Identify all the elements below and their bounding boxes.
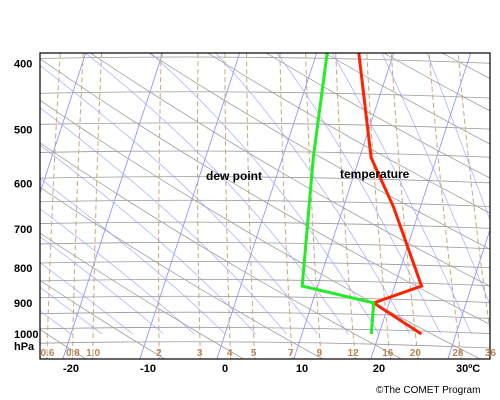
- isobar-line: [40, 176, 490, 184]
- pressure-axis: 400 500 600 700 800 900 1000: [14, 59, 38, 341]
- mixing-ratio-line: [279, 53, 293, 359]
- temperature-tick-label: 10: [296, 363, 308, 375]
- isobar-line: [40, 122, 490, 130]
- dry-adiabat-line: [89, 53, 490, 287]
- mixing-ratio-label: 9: [317, 348, 323, 359]
- mixing-ratio-labels: 0.6 0.8 1.0 2 3 4 5 7 9 12 16 20 28 36: [41, 348, 497, 359]
- moist-adiabat-line: [40, 236, 164, 335]
- isotherm-line: [62, 53, 164, 359]
- isotherm-line: [40, 53, 87, 195]
- mixing-ratio-label: 20: [410, 348, 422, 359]
- moist-adiabat-line: [40, 64, 318, 335]
- temperature-label: temperature: [340, 167, 410, 181]
- moist-adiabat-line: [276, 53, 441, 335]
- moist-adiabat-line: [40, 262, 133, 335]
- isobar-line: [40, 91, 490, 99]
- moist-adiabat-line: [40, 177, 226, 335]
- moist-adiabat-line: [40, 144, 257, 335]
- moist-adiabat-line: [40, 208, 195, 335]
- dry-adiabat-line: [40, 99, 482, 359]
- dry-adiabat-line: [206, 53, 490, 214]
- plot-background: [40, 53, 490, 359]
- dry-adiabat-line: [40, 186, 324, 359]
- temperature-tick-label: -20: [63, 363, 79, 375]
- mixing-ratio-line: [366, 53, 391, 359]
- mixing-ratio-label: 3: [197, 348, 203, 359]
- pressure-tick-label: 700: [14, 224, 32, 236]
- mixing-ratio-label: 0.8: [66, 348, 80, 359]
- temperature-axis: -20 -10 0 10 20 30ºC: [63, 363, 480, 375]
- credit-text: ©The COMET Program: [376, 385, 480, 396]
- temperature-tick-label: -10: [140, 363, 156, 375]
- diagram-grid: [0, 0, 500, 362]
- dry-adiabat-line: [40, 279, 166, 359]
- mixing-ratio-line: [457, 53, 490, 334]
- y-unit-label: hPa: [14, 341, 35, 353]
- isobar-line: [40, 242, 490, 250]
- mixing-ratio-line: [92, 53, 103, 359]
- mixing-ratio-label: 12: [348, 348, 360, 359]
- temperature-tick-label: 30ºC: [456, 363, 480, 375]
- dry-adiabat-line: [324, 53, 490, 145]
- mixing-ratio-label: 5: [251, 348, 257, 359]
- mixing-ratio-label: 1.0: [86, 348, 100, 359]
- moist-adiabat-line: [215, 53, 411, 335]
- mixing-ratio-line: [246, 53, 256, 359]
- moist-adiabat-line: [150, 53, 380, 335]
- mixing-ratio-line: [197, 53, 201, 359]
- isotherm-line: [216, 53, 318, 359]
- plot-border: [39, 52, 491, 360]
- isobar-line: [30, 18, 500, 25]
- moist-adiabat-line: [381, 53, 490, 306]
- mixing-ratio-label: 36: [485, 348, 497, 359]
- dry-adiabat-line: [40, 142, 403, 359]
- isotherm-line: [139, 53, 241, 359]
- moist-adiabat-line: [40, 286, 103, 335]
- mixing-ratio-line: [158, 53, 162, 359]
- mixing-ratio-line: [428, 53, 462, 359]
- isobar-line: [40, 341, 490, 349]
- moist-adiabat-line: [426, 53, 490, 222]
- mixing-ratio-line: [335, 53, 356, 359]
- pressure-tick-label: 500: [14, 125, 32, 137]
- temperature-tick-label: 20: [373, 363, 385, 375]
- dry-adiabat-line: [40, 58, 490, 325]
- dry-adiabat-line: [148, 53, 490, 250]
- moist-adiabat-line: [84, 53, 349, 335]
- mixing-ratio-line: [46, 53, 61, 359]
- dry-adiabat-line: [265, 53, 490, 179]
- sounding-series: [300, 53, 424, 336]
- dry-adiabat-line: [40, 232, 245, 359]
- dew-point-label: dew point: [206, 169, 262, 183]
- pressure-tick-label: 800: [14, 263, 32, 275]
- isotherm-line: [447, 228, 490, 359]
- mixing-ratio-label: 7: [288, 348, 294, 359]
- pressure-tick-label: 900: [14, 298, 32, 310]
- isobar-line: [40, 56, 490, 64]
- mixing-ratio-label: 4: [227, 348, 233, 359]
- isobar-line: [40, 150, 490, 158]
- pressure-tick-label: 400: [14, 59, 32, 71]
- mixing-ratio-line: [224, 53, 232, 359]
- pressure-tick-label: 1000: [14, 329, 38, 341]
- isobar-line: [40, 199, 490, 207]
- mixing-ratio-label: 28: [452, 348, 464, 359]
- mixing-ratio-line: [71, 53, 84, 359]
- mixing-ratio-label: 0.6: [41, 348, 55, 359]
- mixing-ratio-label: 16: [382, 348, 394, 359]
- isobar-line: [40, 311, 490, 319]
- temperature-line: [357, 53, 424, 336]
- dew-point-line: [300, 53, 376, 335]
- isotherm-line: [370, 53, 472, 359]
- temperature-tick-label: 0: [222, 363, 228, 375]
- dry-adiabat-line: [0, 0, 12, 362]
- mixing-ratio-label: 2: [156, 348, 162, 359]
- pressure-tick-label: 600: [14, 178, 32, 190]
